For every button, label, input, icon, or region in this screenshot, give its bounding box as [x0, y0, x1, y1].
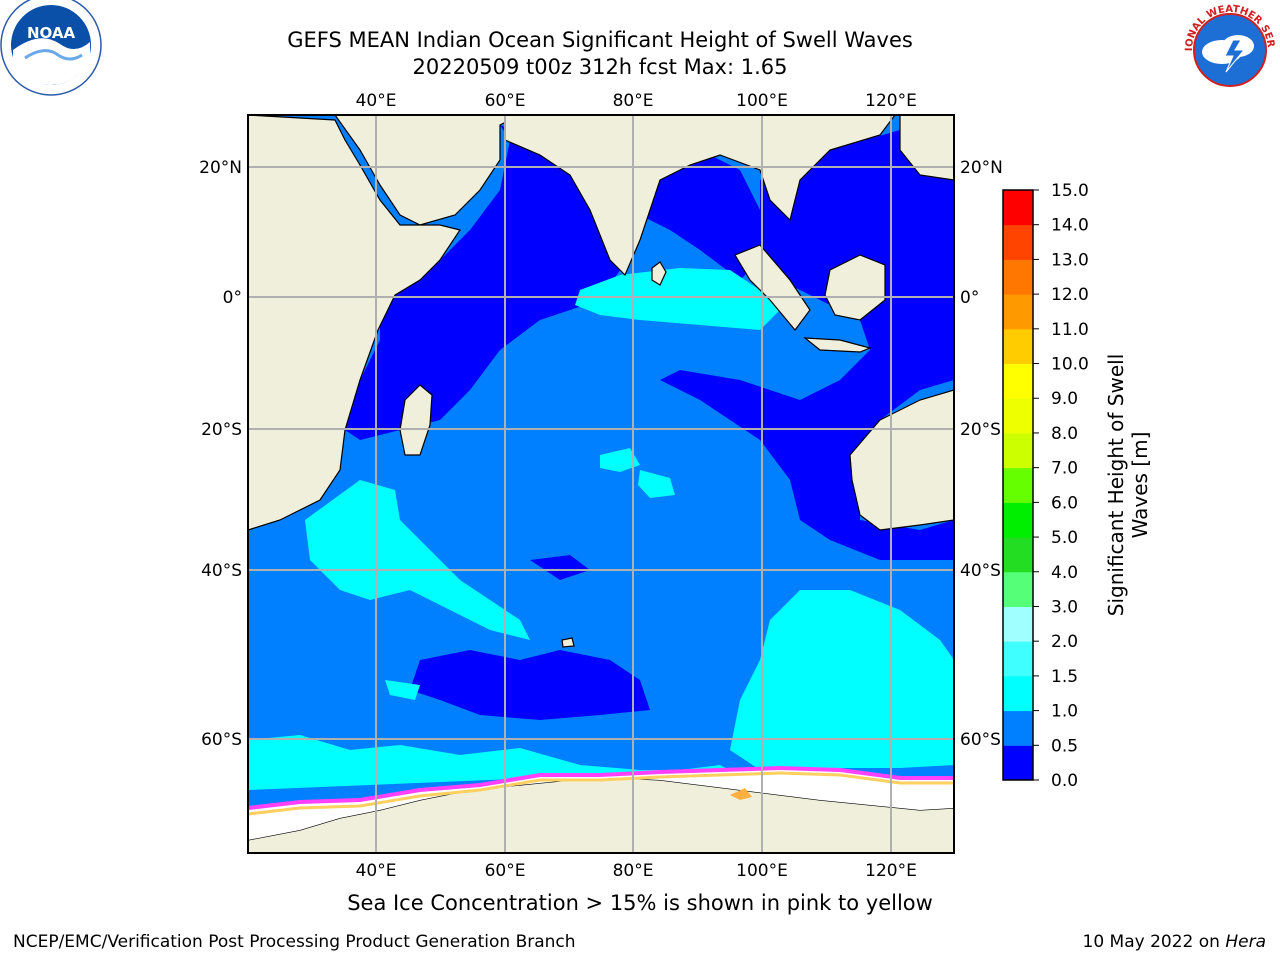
colorbar-segment	[1003, 224, 1033, 260]
colorbar-label-line2: Waves [m]	[1128, 432, 1152, 539]
colorbar-segment	[1003, 190, 1033, 226]
colorbar-tick-label: 13.0	[1051, 250, 1089, 270]
colorbar-frame	[1002, 189, 1034, 781]
lon-tick-top: 80°E	[613, 91, 654, 111]
colorbar-segment	[1003, 675, 1033, 712]
map-grid	[248, 115, 954, 853]
lon-tick-bottom: 40°E	[356, 861, 397, 881]
colorbar-label-line1: Significant Height of Swell	[1104, 354, 1128, 616]
lat-tick-left: 60°S	[201, 730, 242, 750]
colorbar-segment	[1003, 432, 1033, 469]
high-swell-regions	[248, 268, 954, 790]
colorbar: 0.0 0.5 1.0 1.5 2.0 3.0 4.0 5.0 6.0 7.0 8.0 9.0 10.0…	[1002, 181, 1089, 791]
low-swell-regions	[345, 118, 954, 720]
colorbar-tick-label: 4.0	[1051, 563, 1078, 583]
colorbar-tick-label: 12.0	[1051, 285, 1089, 305]
footer-host: Hera	[1225, 932, 1266, 952]
colorbar-tick-label: 14.0	[1051, 216, 1089, 236]
colorbar-segment	[1003, 745, 1033, 781]
lat-tick-left: 20°N	[199, 158, 242, 178]
footer-date: 10 May 2022 on Hera	[1083, 932, 1267, 952]
lon-tick-bottom: 80°E	[613, 861, 654, 881]
lon-ticks-bottom: 40°E 60°E 80°E 100°E 120°E	[356, 861, 917, 881]
colorbar-tick-label: 9.0	[1051, 389, 1078, 409]
lat-tick-right: 20°S	[960, 420, 1001, 440]
lat-ticks-left: 20°N 0° 20°S 40°S 60°S	[199, 158, 242, 750]
lon-tick-bottom: 60°E	[485, 861, 526, 881]
lon-tick-top: 100°E	[736, 91, 788, 111]
lon-tick-top: 120°E	[865, 91, 917, 111]
colorbar-segment	[1003, 294, 1033, 330]
chart-title: GEFS MEAN Indian Ocean Significant Heigh…	[287, 28, 913, 52]
colorbar-tick-label: 10.0	[1051, 355, 1089, 375]
noaa-logo: NOAA	[0, 0, 102, 96]
map-area	[248, 115, 954, 853]
land-masses	[248, 115, 954, 853]
colorbar-tick-label: 15.0	[1051, 181, 1089, 201]
noaa-logo-text: NOAA	[27, 24, 76, 42]
lon-tick-top: 60°E	[485, 91, 526, 111]
lon-tick-bottom: 100°E	[736, 861, 788, 881]
footer-date-text: 10 May 2022 on	[1082, 932, 1226, 952]
sea-ice-caption: Sea Ice Concentration > 15% is shown in …	[347, 891, 933, 915]
lat-tick-left: 40°S	[201, 561, 242, 581]
lat-tick-right: 20°N	[960, 158, 1003, 178]
footer-credit: NCEP/EMC/Verification Post Processing Pr…	[13, 932, 576, 952]
colorbar-tick-label: 2.0	[1051, 632, 1078, 652]
lon-ticks-top: 40°E 60°E 80°E 100°E 120°E	[356, 91, 917, 111]
lat-tick-right: 40°S	[960, 561, 1001, 581]
colorbar-segment	[1003, 259, 1033, 295]
colorbar-tick-label: 5.0	[1051, 528, 1078, 548]
lat-tick-left: 0°	[223, 288, 242, 308]
colorbar-segment	[1003, 363, 1033, 399]
lat-tick-left: 20°S	[201, 420, 242, 440]
colorbar-segment	[1003, 502, 1033, 538]
colorbar-segment	[1003, 398, 1033, 434]
lat-tick-right: 60°S	[960, 730, 1001, 750]
colorbar-tick-label: 0.5	[1051, 736, 1078, 756]
colorbar-tick-label: 3.0	[1051, 597, 1078, 617]
colorbar-tick-label: 1.5	[1051, 667, 1078, 687]
colorbar-tick-label: 8.0	[1051, 424, 1078, 444]
colorbar-segment	[1003, 641, 1033, 677]
lat-tick-right: 0°	[960, 288, 979, 308]
colorbar-tick-label: 7.0	[1051, 459, 1078, 479]
colorbar-tick-label: 1.0	[1051, 702, 1078, 722]
lat-ticks-right: 20°N 0° 20°S 40°S 60°S	[960, 158, 1003, 750]
colorbar-tick-label: 6.0	[1051, 493, 1078, 513]
lon-tick-bottom: 120°E	[865, 861, 917, 881]
colorbar-segment	[1003, 328, 1033, 365]
colorbar-tick-label: 11.0	[1051, 320, 1089, 340]
colorbar-segment	[1003, 571, 1033, 607]
colorbar-label: Significant Height of Swell Waves [m]	[1104, 354, 1152, 616]
colorbar-segment	[1003, 710, 1033, 746]
colorbar-tick-label: 0.0	[1051, 771, 1078, 791]
chart-subtitle: 20220509 t00z 312h fcst Max: 1.65	[412, 55, 788, 79]
sea-ice	[248, 765, 954, 840]
colorbar-segment	[1003, 467, 1033, 503]
nws-logo: NATIONAL WEATHER SERVICE	[1178, 0, 1278, 98]
colorbar-segment	[1003, 537, 1033, 573]
lon-tick-top: 40°E	[356, 91, 397, 111]
map-frame	[247, 114, 955, 854]
colorbar-segment	[1003, 606, 1033, 642]
